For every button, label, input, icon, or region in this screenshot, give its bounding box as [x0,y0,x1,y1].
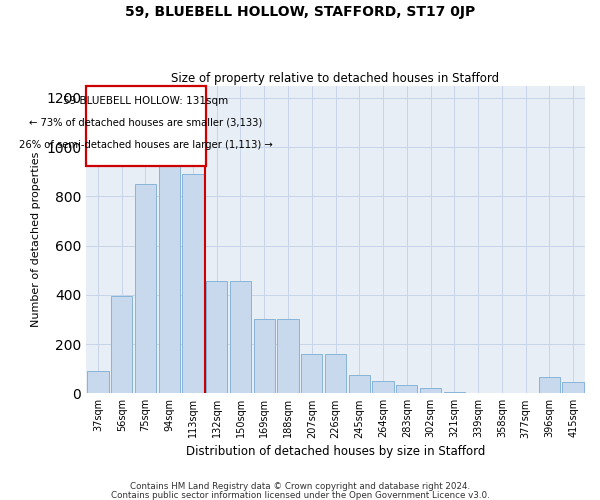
Text: Contains public sector information licensed under the Open Government Licence v3: Contains public sector information licen… [110,490,490,500]
Bar [277,320,299,394]
Text: ← 73% of detached houses are smaller (3,133): ← 73% of detached houses are smaller (3,… [29,118,263,128]
Text: 26% of semi-detached houses are larger (1,113) →: 26% of semi-detached houses are larger (… [19,140,273,149]
Title: Size of property relative to detached houses in Stafford: Size of property relative to detached ho… [172,72,500,85]
Bar [349,375,370,394]
Text: 59 BLUEBELL HOLLOW: 131sqm: 59 BLUEBELL HOLLOW: 131sqm [64,96,229,106]
Bar [206,282,227,394]
Bar [135,184,156,394]
Bar [254,320,275,394]
Text: Contains HM Land Registry data © Crown copyright and database right 2024.: Contains HM Land Registry data © Crown c… [130,482,470,491]
Bar [230,282,251,394]
Bar [182,174,203,394]
Bar [87,371,109,394]
Bar [562,382,584,394]
Bar [539,378,560,394]
Y-axis label: Number of detached properties: Number of detached properties [31,152,41,327]
X-axis label: Distribution of detached houses by size in Stafford: Distribution of detached houses by size … [186,444,485,458]
Bar [325,354,346,394]
Bar [396,384,418,394]
Bar [158,154,180,394]
Text: 59, BLUEBELL HOLLOW, STAFFORD, ST17 0JP: 59, BLUEBELL HOLLOW, STAFFORD, ST17 0JP [125,5,475,19]
Bar [301,354,322,394]
Bar [420,388,441,394]
FancyBboxPatch shape [86,86,206,166]
Bar [443,392,465,394]
Bar [111,296,133,394]
Bar [373,381,394,394]
